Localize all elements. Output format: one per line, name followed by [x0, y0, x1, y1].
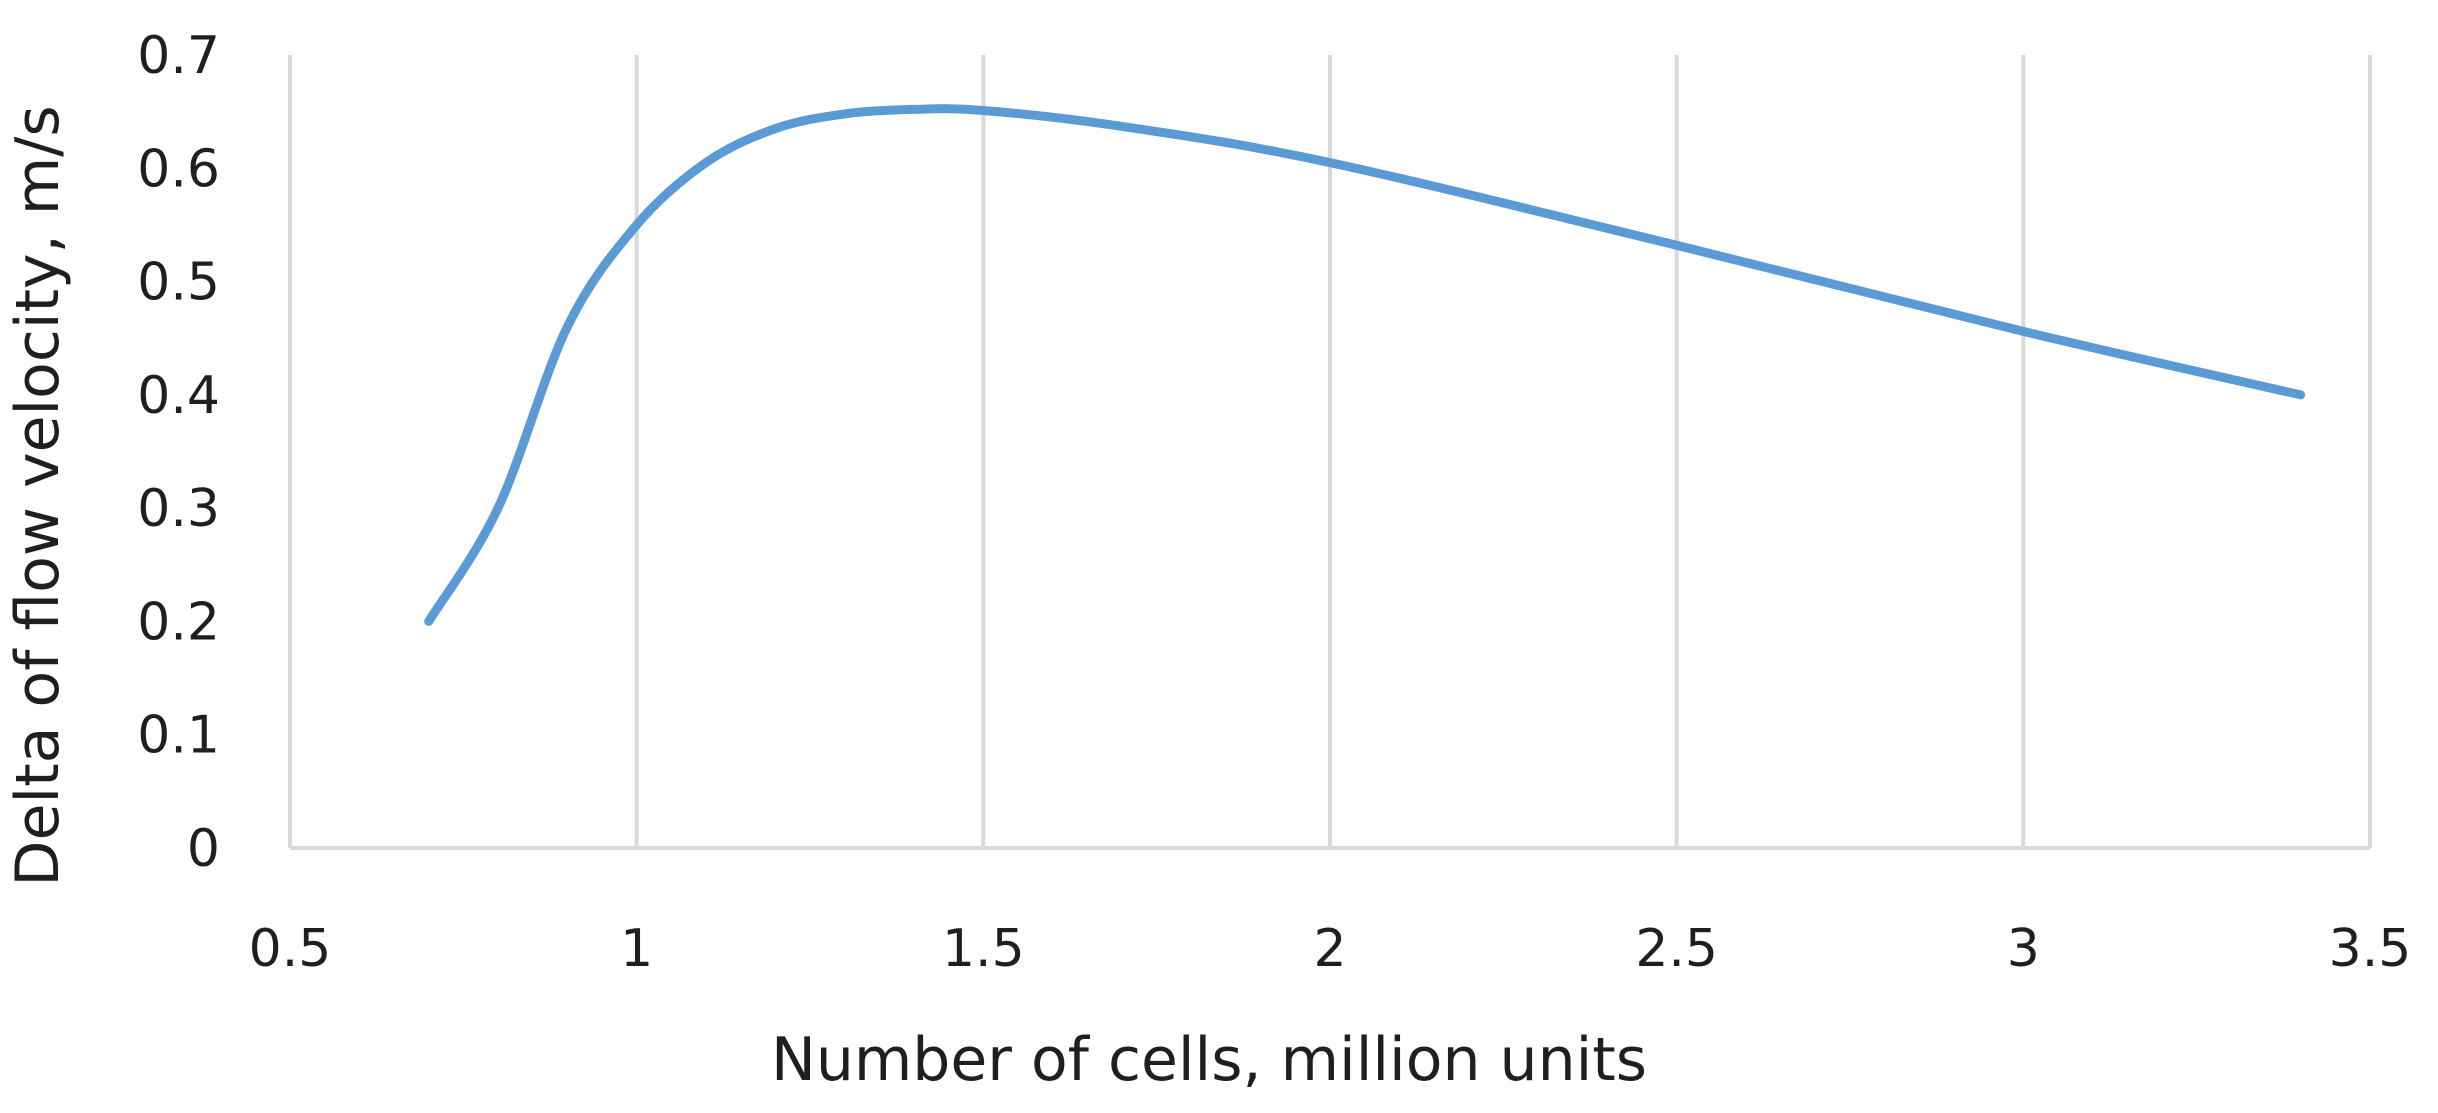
x-tick-label: 2 — [1313, 919, 1346, 979]
y-axis-label: Delta of flow velocity, m/s — [3, 105, 73, 886]
y-tick-label: 0 — [187, 819, 220, 879]
y-tick-label: 0.3 — [137, 479, 220, 539]
y-tick-label: 0.6 — [137, 139, 220, 199]
x-tick-label: 3.5 — [2329, 919, 2412, 979]
y-tick-label: 0.1 — [137, 706, 220, 766]
x-tick-label: 2.5 — [1635, 919, 1718, 979]
series-line-0 — [424, 104, 2306, 626]
x-axis-label: Number of cells, million units — [771, 1025, 1647, 1095]
series-group — [424, 104, 2306, 626]
y-tick-label: 0.2 — [137, 592, 220, 652]
y-tick-labels: 0 0.1 0.2 0.3 0.4 0.5 0.6 0.7 — [137, 26, 220, 879]
x-tick-label: 0.5 — [249, 919, 332, 979]
x-tick-label: 1.5 — [942, 919, 1025, 979]
y-tick-label: 0.5 — [137, 253, 220, 313]
vertical-gridlines — [288, 55, 2372, 848]
x-tick-label: 3 — [2007, 919, 2040, 979]
y-tick-label: 0.4 — [137, 366, 220, 426]
y-tick-label: 0.7 — [137, 26, 220, 86]
x-tick-labels: 0.5 1 1.5 2 2.5 3 3.5 — [249, 919, 2412, 979]
x-tick-label: 1 — [620, 919, 653, 979]
